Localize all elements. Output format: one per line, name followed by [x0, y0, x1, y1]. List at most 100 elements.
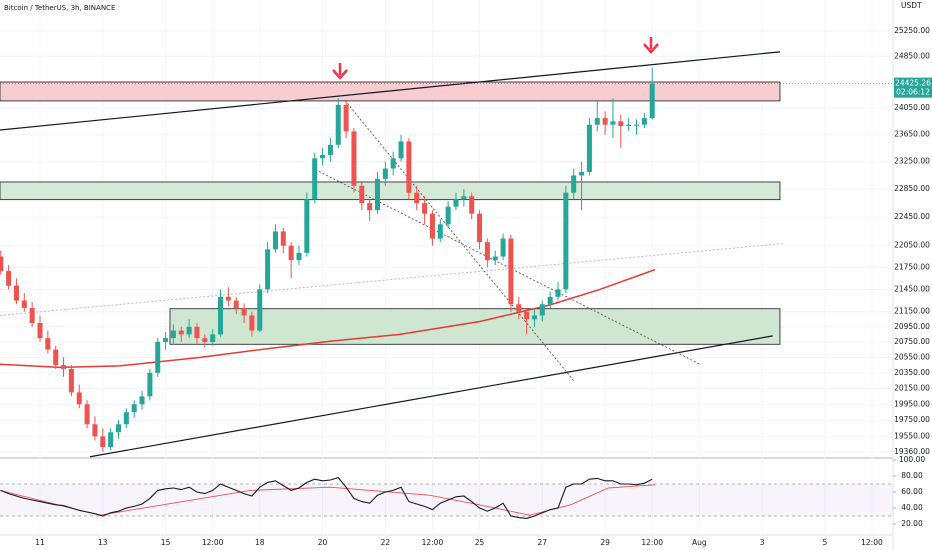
- x-tick-label: 12:00: [202, 538, 224, 547]
- candle-body: [61, 365, 67, 369]
- candle-body: [524, 311, 530, 320]
- candle-body: [500, 238, 506, 257]
- moving-average: [0, 268, 656, 369]
- y-tick-label: 22050.00: [894, 241, 930, 250]
- y-tick-label: 20350.00: [894, 368, 930, 377]
- x-tick-label: 20: [318, 538, 328, 547]
- candle-body: [563, 192, 569, 290]
- rsi-ma: [0, 484, 656, 516]
- candle-body: [437, 224, 443, 239]
- y-tick-label: 21150.00: [894, 307, 930, 316]
- candle-body: [516, 304, 522, 312]
- rsi-tick-label: 40.00: [901, 503, 923, 512]
- candle-body: [359, 185, 365, 204]
- candle-body: [571, 175, 577, 193]
- y-tick-label: 21450.00: [894, 284, 930, 293]
- candle-body: [539, 304, 545, 316]
- candle-body: [6, 271, 12, 286]
- y-tick-label: 20950.00: [894, 322, 930, 331]
- candle-body: [257, 289, 263, 331]
- y-tick-label: 19950.00: [894, 399, 930, 408]
- zone: [169, 308, 781, 345]
- candle-body: [461, 196, 467, 200]
- candle-body: [343, 104, 349, 132]
- trend-line: [344, 99, 576, 383]
- rsi-tick-label: 20.00: [901, 519, 923, 528]
- candle-body: [320, 154, 326, 159]
- candle-body: [13, 285, 19, 301]
- candle-body: [139, 396, 145, 405]
- x-tick-label: 5: [822, 538, 827, 547]
- y-tick-label: 23250.00: [894, 157, 930, 166]
- candle-body: [579, 172, 585, 176]
- candle-body: [37, 323, 43, 339]
- candle-body: [265, 249, 271, 290]
- candle-body: [594, 118, 600, 125]
- candle-body: [68, 368, 74, 393]
- axis-unit: USDT: [901, 1, 922, 10]
- candle-body: [586, 124, 592, 173]
- candle-body: [45, 338, 51, 350]
- x-tick-label: 12:00: [422, 538, 444, 547]
- y-tick-label: 22450.00: [894, 212, 930, 221]
- candle-body: [429, 213, 435, 239]
- candle-body: [241, 307, 247, 316]
- y-tick-label: 24050.00: [894, 103, 930, 112]
- candle-body: [618, 121, 624, 127]
- candle-body: [610, 121, 616, 125]
- candle-body: [602, 118, 608, 125]
- x-tick-label: Aug: [692, 538, 707, 547]
- rsi-tick-label: 100.00: [899, 455, 925, 464]
- candle-body: [469, 196, 475, 214]
- rsi-line: [0, 476, 653, 519]
- last-price-label: 24425.26: [895, 79, 931, 88]
- candle-body: [555, 289, 561, 297]
- x-tick-label: 3: [760, 538, 765, 547]
- candle-body: [29, 307, 35, 324]
- rsi-tick-label: 60.00: [901, 487, 923, 496]
- y-tick-label: 20750.00: [894, 337, 930, 346]
- candle-body: [327, 144, 333, 155]
- y-tick-label: 25250.00: [894, 26, 930, 35]
- candle-body: [249, 315, 255, 331]
- candle-body: [108, 432, 114, 447]
- x-tick-label: 12:00: [641, 538, 663, 547]
- x-tick-label: 22: [381, 538, 391, 547]
- zone: [0, 181, 781, 201]
- candle-body: [312, 158, 318, 200]
- last-price-box: [894, 77, 932, 98]
- y-tick-label: 19550.00: [894, 431, 930, 440]
- candle-body: [626, 124, 632, 127]
- candle-body: [649, 83, 655, 119]
- candle-body: [422, 203, 428, 214]
- y-tick-label: 22850.00: [894, 184, 930, 193]
- candle-body: [531, 315, 537, 320]
- candle-body: [210, 334, 216, 342]
- candle-body: [21, 300, 27, 308]
- y-tick-label: 20150.00: [894, 383, 930, 392]
- arrow-2: [643, 37, 659, 54]
- candle-body: [547, 296, 553, 305]
- x-tick-label: 29: [600, 538, 610, 547]
- candle-body: [484, 242, 490, 261]
- candle-body: [186, 326, 192, 335]
- candle-body: [288, 245, 294, 261]
- candle-body: [84, 404, 90, 425]
- x-tick-label: 15: [161, 538, 171, 547]
- y-tick-label: 21750.00: [894, 262, 930, 271]
- candle-body: [296, 252, 302, 261]
- candle-body: [202, 338, 208, 342]
- rsi-tick-label: 80.00: [901, 471, 923, 480]
- rsi-band: [0, 484, 893, 516]
- trend-line: [0, 243, 783, 316]
- candle-body: [390, 158, 396, 169]
- candle-body: [163, 338, 169, 342]
- candle-body: [414, 192, 420, 204]
- y-tick-label: 23650.00: [894, 130, 930, 139]
- arrow-1: [332, 63, 348, 80]
- candle-body: [272, 231, 278, 250]
- candle-body: [92, 424, 98, 437]
- candle-body: [123, 412, 129, 425]
